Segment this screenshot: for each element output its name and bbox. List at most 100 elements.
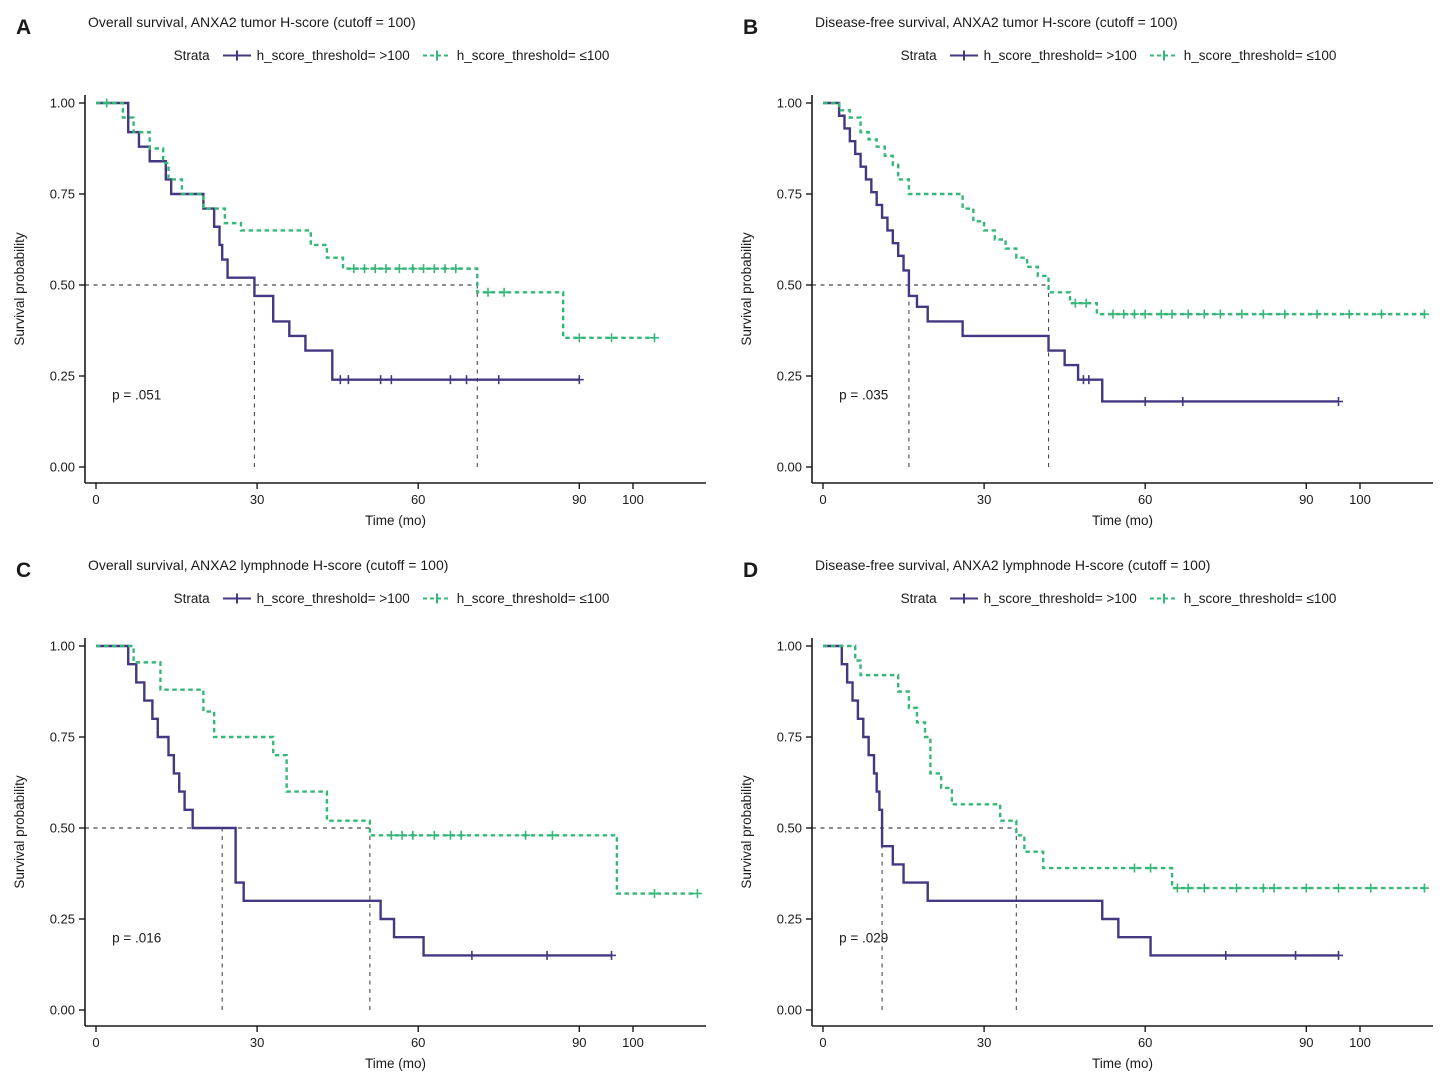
censor-plus-icon	[1167, 309, 1177, 319]
legend-strata-label: Strata	[173, 48, 210, 63]
x-tick-label: 60	[411, 492, 425, 507]
legend-key-low: h_score_threshold= ≤100	[422, 48, 609, 63]
x-tick-label: 30	[250, 492, 264, 507]
censor-plus-icon	[1215, 309, 1225, 319]
panel-B: B Disease-free survival, ANXA2 tumor H-s…	[727, 0, 1454, 543]
y-tick-label: 0.50	[50, 821, 75, 836]
km-series-low	[823, 644, 1429, 893]
p-value-label: p = .016	[112, 931, 161, 946]
x-tick-label: 60	[411, 1035, 425, 1050]
panel-title-A: Overall survival, ANXA2 tumor H-score (c…	[88, 14, 416, 30]
km-plot-A: 0 30 60 90 100 1.00 0.75 0.50 0.25 0.00 Time (mo) S…	[12, 95, 706, 528]
legend-key-high: h_score_threshold= >100	[222, 591, 410, 606]
x-tick-label: 0	[92, 1035, 99, 1050]
censor-plus-icon	[1334, 883, 1344, 893]
legend-D: Strata h_score_threshold= >100 h_score_t…	[727, 591, 1454, 606]
x-tick-label: 100	[1349, 492, 1371, 507]
censor-plus-icon	[574, 333, 584, 343]
p-value-label: p = .029	[839, 931, 888, 946]
y-axis-title: Survival probability	[12, 232, 27, 346]
median-guides	[85, 827, 371, 1010]
km-step-line	[823, 101, 1425, 316]
x-tick-label: 100	[622, 492, 644, 507]
censor-plus-icon	[386, 830, 396, 840]
censor-plus-icon	[1183, 883, 1193, 893]
y-tick-label: 0.00	[777, 1003, 802, 1018]
line-plus-icon	[949, 593, 978, 604]
censor-plus-icon	[360, 264, 369, 274]
y-tick-label: 0.75	[50, 730, 75, 745]
y-tick-label: 0.00	[50, 1003, 75, 1018]
censor-plus-icon	[1129, 863, 1139, 873]
panel-letter-D: D	[743, 559, 759, 582]
y-tick-label: 1.00	[777, 96, 802, 111]
x-tick-label: 0	[92, 492, 99, 507]
censor-plus-icon	[429, 264, 439, 274]
censor-plus-icon	[649, 333, 659, 343]
legend-strata-label: Strata	[900, 591, 937, 606]
censor-plus-icon	[440, 264, 450, 274]
censor-plus-icon	[649, 889, 659, 899]
km-step-line	[96, 644, 612, 957]
km-series-high	[823, 644, 1344, 960]
panel-letter-A: A	[16, 16, 32, 39]
line-plus-icon	[222, 593, 251, 604]
legend-label-high: h_score_threshold= >100	[256, 591, 410, 606]
censor-plus-icon	[419, 264, 429, 274]
censor-plus-icon	[1237, 309, 1247, 319]
censor-plus-icon	[1140, 309, 1150, 319]
axes: 0 30 60 90 100 1.00 0.75 0.50 0.25 0.00 Time (mo) S…	[739, 638, 1433, 1071]
censor-plus-icon	[1334, 950, 1344, 960]
censor-plus-icon	[1258, 883, 1268, 893]
censor-plus-icon	[381, 264, 391, 274]
censor-plus-icon	[692, 889, 702, 899]
y-tick-label: 0.50	[50, 278, 75, 293]
censor-plus-icon	[1269, 883, 1279, 893]
censor-plus-icon	[1199, 883, 1209, 893]
panel-letter-B: B	[743, 16, 759, 39]
censor-plus-icon	[370, 264, 380, 274]
legend-label-low: h_score_threshold= ≤100	[1183, 591, 1337, 606]
x-tick-label: 90	[1299, 1035, 1313, 1050]
censor-plus-icon	[456, 830, 466, 840]
legend-key-low: h_score_threshold= ≤100	[1149, 48, 1336, 63]
censor-plus-icon	[1376, 309, 1386, 319]
censor-plus-icon	[1119, 309, 1129, 319]
km-plot-B: 0 30 60 90 100 1.00 0.75 0.50 0.25 0.00 Time (mo) S…	[739, 95, 1433, 528]
axes: 0 30 60 90 100 1.00 0.75 0.50 0.25 0.00 Time (mo) S…	[12, 95, 706, 528]
censor-plus-icon	[376, 375, 386, 385]
y-tick-label: 0.75	[777, 187, 802, 202]
legend-label-high: h_score_threshold= >100	[983, 591, 1137, 606]
median-guides	[812, 284, 1050, 467]
x-tick-label: 90	[572, 492, 586, 507]
km-step-line	[823, 644, 1425, 890]
km-plot-C: 0 30 60 90 100 1.00 0.75 0.50 0.25 0.00 Time (mo) S…	[12, 638, 706, 1071]
line-plus-icon	[422, 50, 451, 61]
median-guides	[812, 827, 1017, 1010]
censor-plus-icon	[1108, 309, 1118, 319]
legend-label-high: h_score_threshold= >100	[983, 48, 1137, 63]
censor-plus-icon	[1129, 309, 1139, 319]
y-tick-label: 0.25	[777, 369, 802, 384]
censor-plus-icon	[1172, 883, 1182, 893]
legend-strata-label: Strata	[900, 48, 937, 63]
legend-strata-label: Strata	[173, 591, 210, 606]
panel-title-C: Overall survival, ANXA2 lymphnode H-scor…	[88, 557, 449, 573]
x-tick-label: 0	[819, 492, 826, 507]
censor-plus-icon	[462, 375, 472, 385]
censor-plus-icon	[1419, 309, 1429, 319]
censor-plus-icon	[1156, 309, 1166, 319]
legend-key-low: h_score_threshold= ≤100	[422, 591, 609, 606]
km-step-line	[96, 101, 655, 339]
y-tick-label: 0.50	[777, 278, 802, 293]
censor-plus-icon	[451, 264, 461, 274]
censor-plus-icon	[1312, 309, 1322, 319]
censor-plus-icon	[1146, 863, 1156, 873]
censor-plus-icon	[1081, 298, 1091, 308]
censor-plus-icon	[1419, 883, 1429, 893]
km-step-line	[823, 644, 1339, 957]
y-tick-label: 0.75	[50, 187, 75, 202]
censor-plus-icon	[1231, 883, 1241, 893]
x-axis-title: Time (mo)	[365, 1056, 426, 1071]
legend-key-high: h_score_threshold= >100	[949, 48, 1137, 63]
